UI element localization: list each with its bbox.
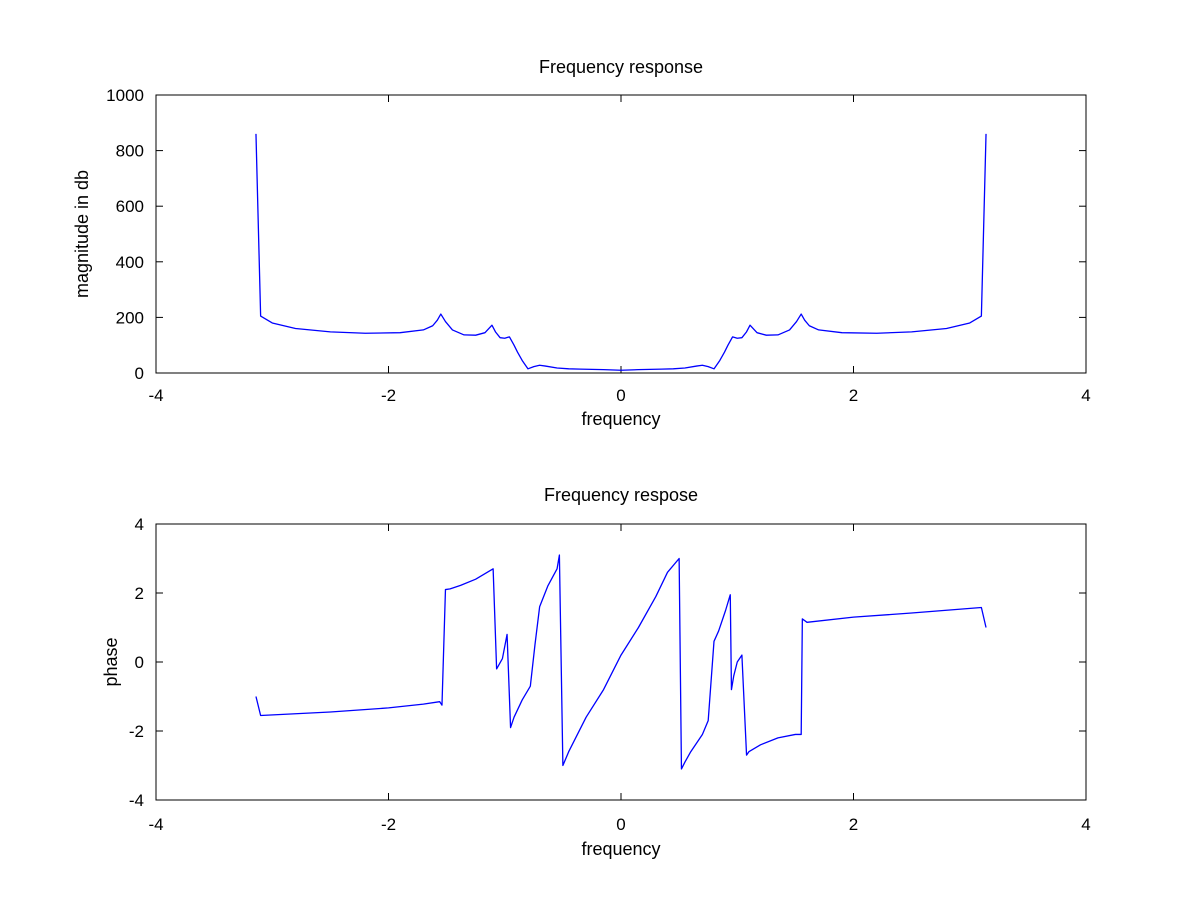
phase-y-axis-title: phase — [101, 637, 121, 686]
phase-plot-title: Frequency respose — [544, 485, 698, 505]
magnitude-y-ticks: 0 200 400 600 800 1000 — [106, 86, 1086, 383]
x-tick-label: -4 — [148, 815, 163, 834]
y-tick-label: 0 — [135, 653, 144, 672]
magnitude-plot-frame — [155, 94, 1087, 374]
y-tick-label: 200 — [116, 308, 144, 327]
phase-y-ticks: -4 -2 0 2 4 — [129, 515, 1086, 810]
y-tick-label: 400 — [116, 253, 144, 272]
x-tick-label: -4 — [148, 386, 163, 405]
y-tick-label: 0 — [135, 364, 144, 383]
x-tick-label: 4 — [1081, 815, 1090, 834]
y-tick-label: 800 — [116, 142, 144, 161]
x-tick-label: 2 — [849, 815, 858, 834]
phase-x-axis-title: frequency — [581, 839, 660, 859]
phase-plot-frame — [155, 523, 1087, 801]
x-tick-label: 4 — [1081, 386, 1090, 405]
y-tick-label: 2 — [135, 584, 144, 603]
phase-plot: Frequency respose -4 -2 0 2 4 — [101, 485, 1091, 859]
x-tick-label: 2 — [849, 386, 858, 405]
phase-x-ticks: -4 -2 0 2 4 — [148, 524, 1091, 834]
magnitude-plot-title: Frequency response — [539, 57, 703, 77]
magnitude-plot: Frequency response -4 -2 0 2 4 — [72, 57, 1091, 429]
magnitude-x-ticks: -4 -2 0 2 4 — [148, 95, 1091, 405]
phase-series-line — [255, 554, 987, 770]
magnitude-y-axis-title: magnitude in db — [72, 170, 92, 298]
x-tick-label: 0 — [616, 815, 625, 834]
y-tick-label: 1000 — [106, 86, 144, 105]
magnitude-x-axis-title: frequency — [581, 409, 660, 429]
magnitude-series-line — [255, 133, 987, 371]
y-tick-label: -2 — [129, 722, 144, 741]
y-tick-label: 4 — [135, 515, 144, 534]
y-tick-label: 600 — [116, 197, 144, 216]
x-tick-label: -2 — [381, 815, 396, 834]
x-tick-label: 0 — [616, 386, 625, 405]
x-tick-label: -2 — [381, 386, 396, 405]
y-tick-label: -4 — [129, 791, 144, 810]
